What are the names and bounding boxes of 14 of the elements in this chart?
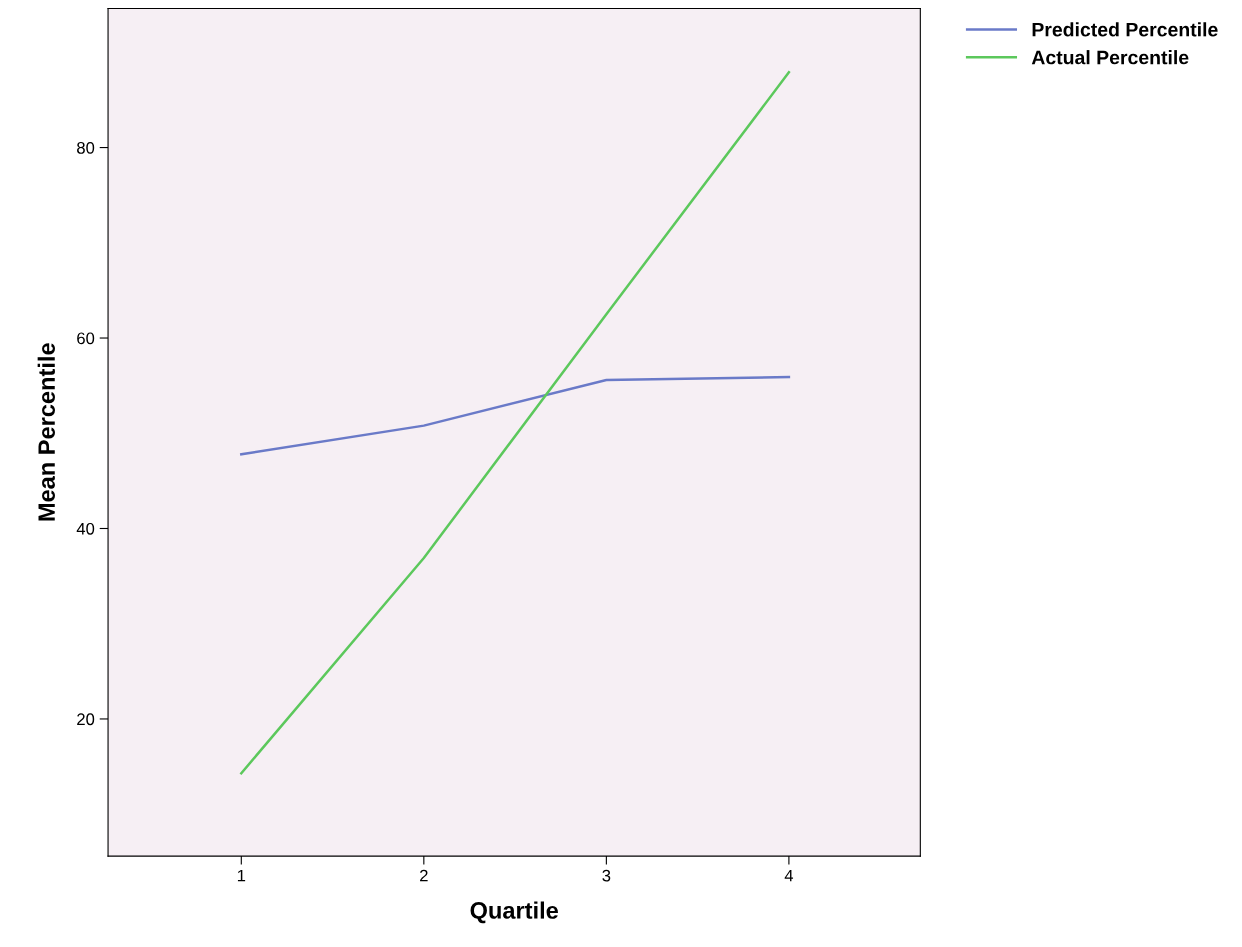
legend-label: Actual Percentile	[1031, 50, 1189, 65]
line-series	[240, 375, 791, 456]
y-tick-label: 40	[76, 522, 95, 535]
x-tick-label: 2	[420, 869, 428, 882]
line-series	[240, 71, 791, 775]
x-tick-label: 3	[602, 869, 611, 882]
y-axis-title: Mean Percentile	[37, 343, 55, 521]
x-tick-label: 4	[784, 869, 794, 882]
y-tick-label: 20	[77, 713, 95, 726]
y-tick-label: 80	[77, 141, 95, 154]
x-axis-title: Quartile	[470, 901, 558, 924]
legend-label: Predicted Percentile	[1032, 22, 1218, 37]
y-tick-label: 60	[77, 332, 95, 345]
x-tick-label: 1	[237, 869, 246, 882]
